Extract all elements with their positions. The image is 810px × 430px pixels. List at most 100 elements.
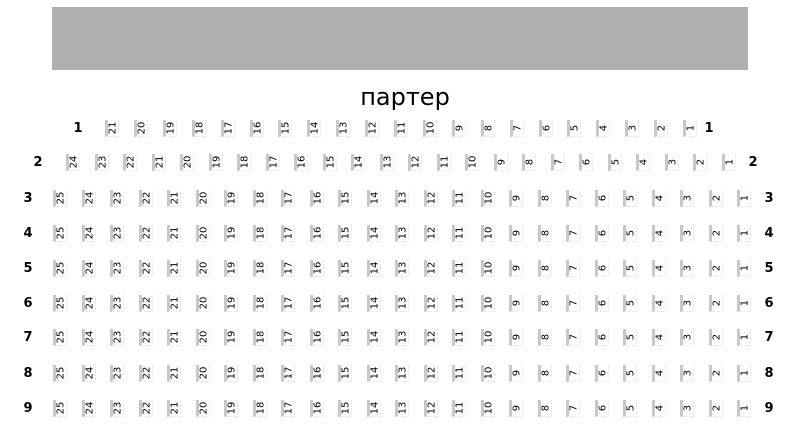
seat[interactable]: 4: [636, 154, 650, 171]
seat[interactable]: 20: [195, 190, 210, 207]
seat[interactable]: 13: [395, 400, 409, 417]
seat[interactable]: 21: [105, 120, 119, 137]
seat[interactable]: 3: [680, 400, 694, 417]
seat[interactable]: 12: [423, 400, 438, 417]
seat[interactable]: 5: [607, 154, 622, 171]
seat[interactable]: 2: [708, 295, 723, 312]
seat[interactable]: 14: [366, 295, 381, 312]
seat[interactable]: 18: [252, 365, 267, 382]
seat[interactable]: 4: [651, 295, 666, 312]
seat[interactable]: 14: [351, 154, 365, 171]
seat[interactable]: 15: [278, 120, 293, 137]
seat[interactable]: 18: [252, 190, 267, 207]
seat[interactable]: 23: [110, 190, 124, 207]
seat[interactable]: 20: [133, 120, 148, 137]
seat[interactable]: 23: [110, 365, 124, 382]
seat[interactable]: 17: [281, 400, 295, 417]
seat[interactable]: 7: [566, 295, 580, 312]
seat[interactable]: 6: [594, 225, 609, 242]
seat[interactable]: 22: [138, 365, 153, 382]
seat[interactable]: 1: [737, 190, 751, 207]
seat[interactable]: 17: [281, 260, 295, 277]
seat[interactable]: 1: [737, 400, 751, 417]
seat[interactable]: 3: [680, 329, 694, 346]
seat[interactable]: 3: [680, 225, 694, 242]
seat[interactable]: 22: [138, 295, 153, 312]
seat[interactable]: 7: [566, 225, 580, 242]
seat[interactable]: 17: [281, 295, 295, 312]
seat[interactable]: 9: [493, 154, 508, 171]
seat[interactable]: 15: [338, 365, 352, 382]
seat[interactable]: 24: [81, 400, 96, 417]
seat[interactable]: 7: [566, 400, 580, 417]
seat[interactable]: 1: [737, 295, 751, 312]
seat[interactable]: 15: [338, 225, 352, 242]
seat[interactable]: 20: [195, 295, 210, 312]
seat[interactable]: 17: [220, 120, 235, 137]
seat[interactable]: 10: [480, 329, 495, 346]
seat[interactable]: 25: [53, 190, 67, 207]
seat[interactable]: 16: [309, 260, 324, 277]
seat[interactable]: 5: [623, 190, 637, 207]
seat[interactable]: 24: [81, 260, 96, 277]
seat[interactable]: 2: [708, 260, 723, 277]
seat[interactable]: 19: [162, 120, 177, 137]
seat[interactable]: 17: [281, 225, 295, 242]
seat[interactable]: 7: [566, 190, 580, 207]
seat[interactable]: 18: [191, 120, 206, 137]
seat[interactable]: 18: [237, 154, 251, 171]
seat[interactable]: 3: [680, 365, 694, 382]
seat[interactable]: 9: [509, 400, 523, 417]
seat[interactable]: 13: [395, 295, 409, 312]
seat[interactable]: 19: [224, 365, 238, 382]
seat[interactable]: 24: [81, 225, 96, 242]
seat[interactable]: 1: [737, 260, 751, 277]
seat[interactable]: 2: [708, 365, 723, 382]
seat[interactable]: 14: [366, 400, 381, 417]
seat[interactable]: 7: [566, 365, 580, 382]
seat[interactable]: 22: [123, 154, 137, 171]
seat[interactable]: 6: [579, 154, 593, 171]
seat[interactable]: 19: [208, 154, 223, 171]
seat[interactable]: 8: [522, 154, 536, 171]
seat[interactable]: 14: [366, 190, 381, 207]
seat[interactable]: 4: [651, 365, 666, 382]
seat[interactable]: 21: [167, 295, 181, 312]
seat[interactable]: 21: [167, 400, 181, 417]
seat[interactable]: 15: [338, 329, 352, 346]
seat[interactable]: 22: [138, 400, 153, 417]
seat[interactable]: 6: [594, 365, 609, 382]
seat[interactable]: 23: [110, 329, 124, 346]
seat[interactable]: 4: [596, 120, 611, 137]
seat[interactable]: 16: [309, 190, 324, 207]
seat[interactable]: 10: [480, 365, 495, 382]
seat[interactable]: 12: [365, 120, 380, 137]
seat[interactable]: 3: [664, 154, 679, 171]
seat[interactable]: 25: [53, 329, 67, 346]
seat[interactable]: 24: [81, 365, 96, 382]
seat[interactable]: 21: [167, 365, 181, 382]
seat[interactable]: 21: [151, 154, 166, 171]
seat[interactable]: 14: [366, 225, 381, 242]
seat[interactable]: 16: [309, 329, 324, 346]
seat[interactable]: 1: [737, 329, 751, 346]
seat[interactable]: 20: [195, 329, 210, 346]
seat[interactable]: 9: [509, 329, 523, 346]
seat[interactable]: 3: [680, 260, 694, 277]
seat[interactable]: 20: [195, 400, 210, 417]
seat[interactable]: 5: [623, 365, 637, 382]
seat[interactable]: 21: [167, 329, 181, 346]
seat[interactable]: 24: [81, 190, 96, 207]
seat[interactable]: 10: [480, 400, 495, 417]
seat[interactable]: 15: [338, 295, 352, 312]
seat[interactable]: 8: [537, 225, 552, 242]
seat[interactable]: 5: [623, 295, 637, 312]
seat[interactable]: 15: [338, 400, 352, 417]
seat[interactable]: 6: [594, 329, 609, 346]
seat[interactable]: 2: [693, 154, 707, 171]
seat[interactable]: 8: [537, 329, 552, 346]
seat[interactable]: 11: [452, 365, 466, 382]
seat[interactable]: 5: [623, 329, 637, 346]
seat[interactable]: 22: [138, 329, 153, 346]
seat[interactable]: 9: [509, 365, 523, 382]
